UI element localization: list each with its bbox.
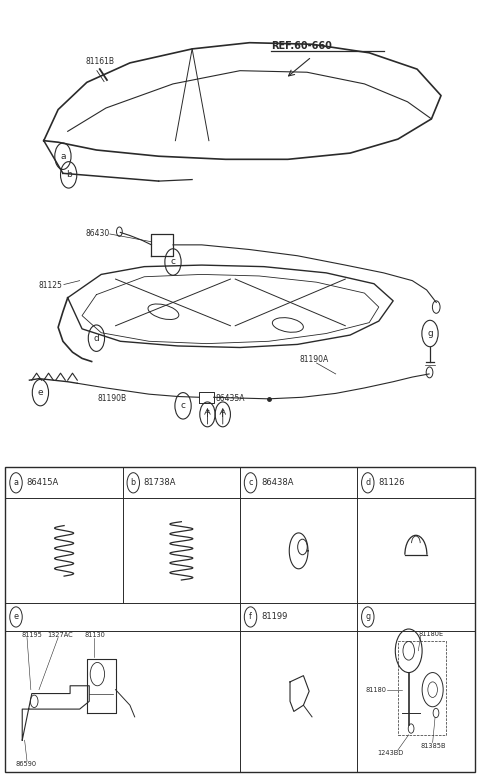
Text: a: a xyxy=(13,478,19,488)
Text: e: e xyxy=(13,612,19,622)
Text: 1327AC: 1327AC xyxy=(47,633,73,638)
Text: a: a xyxy=(60,152,66,160)
Text: 86590: 86590 xyxy=(15,760,36,767)
Text: d: d xyxy=(365,478,371,488)
Text: g: g xyxy=(427,329,433,338)
Text: 81180E: 81180E xyxy=(418,631,444,636)
Text: f: f xyxy=(249,612,252,622)
Text: 81190B: 81190B xyxy=(97,394,127,404)
Text: REF.60-660: REF.60-660 xyxy=(271,41,332,51)
Text: 81738A: 81738A xyxy=(144,478,176,488)
Text: e: e xyxy=(37,388,43,397)
Text: f: f xyxy=(221,410,224,419)
Text: 81195: 81195 xyxy=(21,633,42,638)
Text: d: d xyxy=(94,333,99,343)
Text: c: c xyxy=(170,258,176,266)
Text: g: g xyxy=(365,612,371,622)
Text: 86415A: 86415A xyxy=(26,478,59,488)
Text: 81199: 81199 xyxy=(261,612,288,622)
Text: b: b xyxy=(66,171,72,179)
Text: 81130: 81130 xyxy=(84,633,105,638)
Text: 86435A: 86435A xyxy=(215,394,245,404)
Bar xyxy=(5,467,475,772)
Text: f: f xyxy=(206,410,209,419)
Text: 86438A: 86438A xyxy=(261,478,294,488)
Text: 81385B: 81385B xyxy=(420,742,446,749)
Bar xyxy=(398,641,445,735)
Text: c: c xyxy=(248,478,253,488)
Text: 1243BD: 1243BD xyxy=(378,750,404,756)
Text: 81125: 81125 xyxy=(39,280,63,290)
Text: 81161B: 81161B xyxy=(86,57,115,66)
Text: 81180: 81180 xyxy=(366,686,386,693)
Text: 81190A: 81190A xyxy=(300,355,329,365)
Text: 86430: 86430 xyxy=(85,230,110,238)
Text: 81126: 81126 xyxy=(378,478,405,488)
Text: c: c xyxy=(180,401,186,411)
Text: b: b xyxy=(131,478,136,488)
